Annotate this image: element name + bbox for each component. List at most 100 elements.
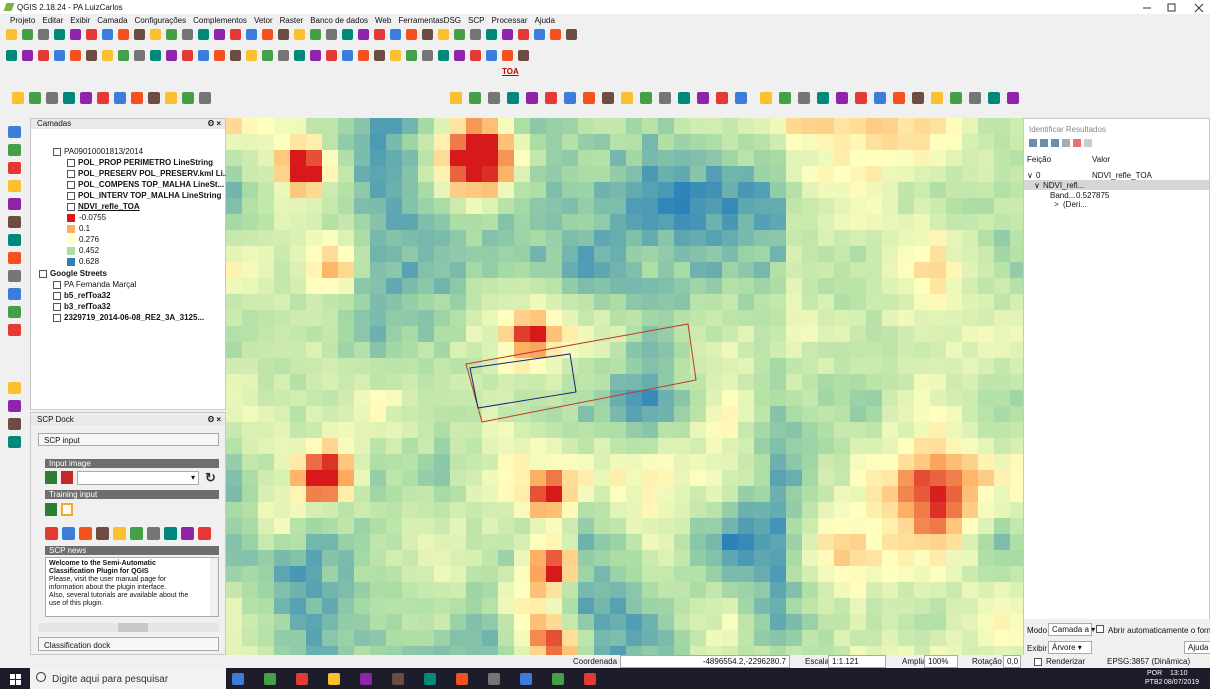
rotation-field[interactable]: 0,0 xyxy=(1003,655,1021,668)
menu-item[interactable]: Configurações xyxy=(134,16,187,25)
toolbar-icon[interactable] xyxy=(760,92,772,104)
toolbar-icon[interactable] xyxy=(164,527,177,540)
checkbox[interactable] xyxy=(53,302,61,311)
menu-item[interactable]: Banco de dados xyxy=(310,16,369,25)
scale-field[interactable]: 1:1.121 xyxy=(828,655,886,668)
layer-name[interactable]: b3_refToa32 xyxy=(64,302,111,311)
toolbar-icon[interactable] xyxy=(454,29,465,40)
toolbar-icon[interactable] xyxy=(63,92,75,104)
tree-arrow[interactable]: ∨ xyxy=(1027,171,1033,180)
toolbar-icon[interactable] xyxy=(8,216,21,228)
magnify-field[interactable]: 100% xyxy=(924,655,958,668)
toolbar-icon[interactable] xyxy=(8,436,21,448)
layer-name[interactable]: Google Streets xyxy=(50,269,107,278)
toolbar-icon[interactable] xyxy=(342,29,353,40)
keyboard[interactable]: PTB2 xyxy=(1145,679,1163,686)
toolbar-icon[interactable] xyxy=(70,29,81,40)
toolbar-icon[interactable] xyxy=(134,50,145,61)
refresh-button[interactable]: ↻ xyxy=(205,470,216,485)
toolbar-icon[interactable] xyxy=(564,92,576,104)
toolbar-icon[interactable] xyxy=(486,50,497,61)
toolbar-icon[interactable] xyxy=(278,50,289,61)
layer-name[interactable]: 2329719_2014-06-08_RE2_3A_3125... xyxy=(64,313,205,322)
start-button[interactable] xyxy=(10,674,21,685)
toolbar-icon[interactable] xyxy=(390,50,401,61)
toolbar-icon[interactable] xyxy=(230,50,241,61)
taskbar-app[interactable] xyxy=(456,673,468,685)
toolbar-icon[interactable] xyxy=(659,92,671,104)
toolbar-icon[interactable] xyxy=(342,50,353,61)
view-combobox[interactable]: Árvore ▾ xyxy=(1048,641,1092,654)
toa-button[interactable]: TOA xyxy=(502,67,519,76)
toolbar-icon[interactable] xyxy=(518,50,529,61)
layer-name[interactable]: POL_PRESERV POL_PRESERV.kml Li... xyxy=(78,169,230,178)
toolbar-icon[interactable] xyxy=(470,50,481,61)
toolbar-icon[interactable] xyxy=(262,50,273,61)
toolbar-icon[interactable] xyxy=(86,29,97,40)
toolbar-icon[interactable] xyxy=(836,92,848,104)
toolbar-icon[interactable] xyxy=(230,29,241,40)
toolbar-icon[interactable] xyxy=(621,92,633,104)
checkbox[interactable] xyxy=(67,191,75,200)
toolbar-icon[interactable] xyxy=(8,400,21,412)
menu-item[interactable]: Camada xyxy=(97,16,128,25)
toolbar-icon[interactable] xyxy=(102,29,113,40)
taskbar-app[interactable] xyxy=(552,673,564,685)
toolbar-icon[interactable] xyxy=(147,527,160,540)
toolbar-icon[interactable] xyxy=(8,144,21,156)
layer-name[interactable]: PA09010001813/2014 xyxy=(64,147,144,156)
taskbar-app[interactable] xyxy=(584,673,596,685)
toolbar-icon[interactable] xyxy=(150,50,161,61)
checkbox[interactable] xyxy=(67,180,75,189)
menu-item[interactable]: Complementos xyxy=(193,16,247,25)
toolbar-icon[interactable] xyxy=(6,29,17,40)
toolbar-icon[interactable] xyxy=(8,180,21,192)
toolbar-icon[interactable] xyxy=(502,29,513,40)
toolbar-icon[interactable] xyxy=(912,92,924,104)
panel-close[interactable]: ʘ × xyxy=(207,119,221,128)
toolbar-icon[interactable] xyxy=(113,527,126,540)
toolbar-icon[interactable] xyxy=(8,382,21,394)
menu-item[interactable]: Web xyxy=(375,16,392,25)
toolbar-icon[interactable] xyxy=(518,29,529,40)
toolbar-icon[interactable] xyxy=(502,50,513,61)
layer-name[interactable]: POL_INTERV TOP_MALHA LineString xyxy=(78,191,222,200)
toolbar-icon[interactable] xyxy=(855,92,867,104)
h-scrollbar[interactable] xyxy=(38,623,219,632)
toolbar-icon[interactable] xyxy=(45,527,58,540)
toolbar-icon[interactable] xyxy=(199,92,211,104)
toolbar-icon[interactable] xyxy=(29,92,41,104)
menu-item[interactable]: Raster xyxy=(279,16,304,25)
toolbar-icon[interactable] xyxy=(97,92,109,104)
toolbar-icon[interactable] xyxy=(182,50,193,61)
toolbar-icon[interactable] xyxy=(735,92,747,104)
toolbar-icon[interactable] xyxy=(507,92,519,104)
toolbar-icon[interactable] xyxy=(198,29,209,40)
toolbar-icon[interactable] xyxy=(166,29,177,40)
toolbar-icon[interactable] xyxy=(454,50,465,61)
toolbar-icon[interactable] xyxy=(893,92,905,104)
search-box[interactable]: Digite aqui para pesquisar xyxy=(30,668,226,689)
taskbar-app[interactable] xyxy=(296,673,308,685)
checkbox[interactable] xyxy=(53,291,61,300)
toolbar-icon[interactable] xyxy=(969,92,981,104)
toolbar-icon[interactable] xyxy=(102,50,113,61)
taskbar-app[interactable] xyxy=(264,673,276,685)
toolbar-icon[interactable] xyxy=(358,29,369,40)
toolbar-icon[interactable] xyxy=(118,29,129,40)
toolbar-icon[interactable] xyxy=(12,92,24,104)
toolbar-icon[interactable] xyxy=(566,29,577,40)
toolbar-icon[interactable] xyxy=(406,29,417,40)
scrollbar[interactable] xyxy=(210,558,218,616)
toolbar-icon[interactable] xyxy=(310,50,321,61)
toolbar-icon[interactable] xyxy=(294,29,305,40)
toolbar-icon[interactable] xyxy=(214,29,225,40)
toolbar-icon[interactable] xyxy=(118,50,129,61)
panel-close[interactable]: ʘ × xyxy=(207,415,221,424)
taskbar-app[interactable] xyxy=(520,673,532,685)
menu-item[interactable]: Projeto xyxy=(10,16,36,25)
toolbar-icon[interactable] xyxy=(550,29,561,40)
toolbar-icon[interactable] xyxy=(22,29,33,40)
layer-name[interactable]: POL_COMPENS TOP_MALHA LineSt... xyxy=(78,180,225,189)
taskbar-app[interactable] xyxy=(424,673,436,685)
